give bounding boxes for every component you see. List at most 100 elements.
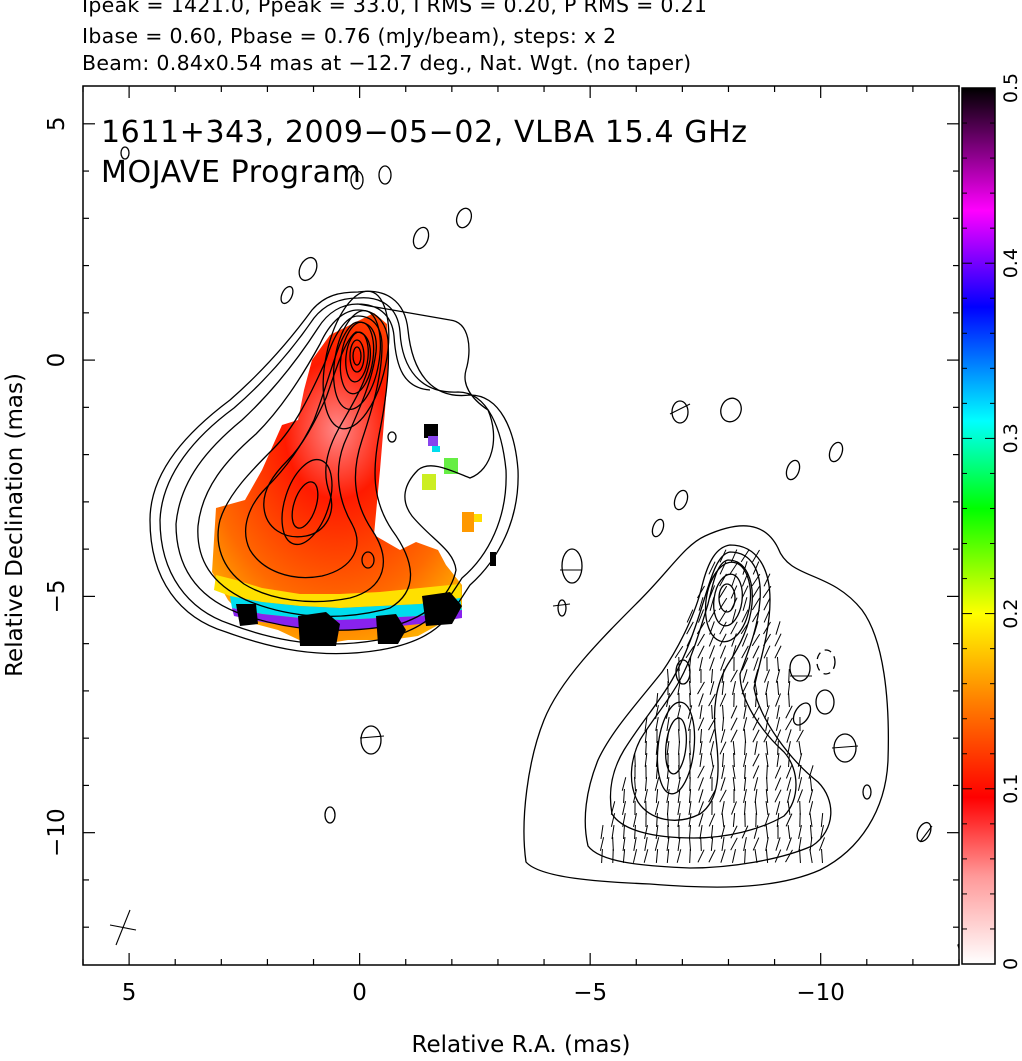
evpa-vector: [719, 633, 727, 647]
evpa-vector: [919, 825, 933, 843]
evpa-vector: [774, 645, 782, 659]
evpa-vector: [765, 800, 769, 816]
evpa-vector: [809, 849, 813, 863]
evpa-vector: [666, 668, 670, 684]
evpa-vector: [623, 824, 625, 840]
evpa-vector: [774, 765, 782, 779]
evpa-vector: [721, 801, 725, 815]
evpa-vector: [730, 585, 738, 599]
evpa-vector: [809, 836, 813, 852]
evpa-vector: [700, 836, 702, 852]
evpa-vector: [785, 813, 793, 827]
evpa-vector: [754, 741, 758, 755]
chart-subtitle: MOJAVE Program: [101, 155, 361, 190]
evpa-vector: [744, 692, 746, 708]
polarization-violet-band: [232, 608, 462, 630]
evpa-vector: [633, 776, 637, 792]
evpa-vector: [798, 825, 802, 839]
evpa-vector: [754, 800, 758, 816]
evpa-vector: [751, 573, 761, 587]
evpa-vector: [765, 740, 769, 756]
evpa-vector: [744, 848, 746, 864]
evpa-vector: [600, 825, 604, 839]
evpa-vector: [809, 776, 813, 792]
evpa-vector: [689, 740, 691, 756]
evpa-vector: [710, 836, 714, 852]
evpa-vector: [720, 657, 726, 671]
evpa-vector: [720, 849, 726, 863]
contour-level: [197, 309, 412, 618]
evpa-vector: [786, 837, 792, 851]
evpa-vector: [644, 789, 648, 803]
evpa-vector: [753, 621, 759, 635]
contour-island: [789, 654, 811, 682]
evpa-vector: [696, 621, 706, 635]
evpa-vector: [674, 645, 684, 659]
evpa-vector: [730, 705, 738, 719]
evpa-vector: [788, 752, 790, 768]
x-tick-label: 5: [122, 980, 137, 1006]
evpa-vector: [742, 561, 748, 575]
evpa-vector: [721, 680, 725, 696]
evpa-vector: [676, 849, 682, 863]
evpa-vector: [743, 837, 747, 851]
evpa-vector: [689, 692, 691, 708]
evpa-vector: [742, 717, 748, 731]
evpa-vector: [699, 825, 703, 839]
evpa-vector: [753, 777, 759, 791]
evpa-vector: [359, 735, 385, 739]
evpa-vector: [752, 561, 760, 575]
evpa-vector: [688, 656, 692, 672]
evpa-vector: [766, 764, 768, 780]
contour-island: [298, 256, 318, 282]
header-line-2: Ibase = 0.60, Pbase = 0.76 (mJy/beam), s…: [82, 24, 617, 48]
evpa-vector: [752, 765, 760, 779]
evpa-vector: [666, 776, 670, 792]
evpa-vector: [669, 403, 691, 415]
evpa-vector: [731, 609, 737, 623]
evpa-vector: [721, 752, 725, 768]
evpa-vector: [788, 668, 790, 684]
contour-island: [557, 599, 567, 617]
evpa-vector: [730, 717, 738, 731]
evpa-vector: [763, 573, 771, 587]
evpa-vector: [644, 716, 648, 732]
evpa-vector: [698, 801, 704, 815]
evpa-vector: [752, 549, 760, 563]
evpa-vector: [634, 824, 636, 840]
evpa-vector: [721, 716, 725, 732]
evpa-vector: [808, 801, 814, 815]
evpa-vector: [719, 561, 727, 575]
evpa-vector: [688, 800, 692, 816]
evpa-vector: [731, 573, 737, 587]
contour-level: [345, 331, 369, 383]
evpa-vector: [763, 645, 771, 659]
noise-contours: [120, 146, 959, 951]
evpa-vector: [699, 657, 703, 671]
evpa-vector: [740, 549, 750, 563]
evpa-vector: [731, 801, 737, 815]
evpa-vector: [776, 656, 780, 672]
evpa-vector: [655, 824, 659, 840]
evpa-vector: [655, 764, 659, 780]
evpa-vector: [666, 764, 670, 780]
evpa-vector: [765, 848, 769, 864]
evpa-vector: [752, 837, 760, 851]
evpa-vector: [743, 705, 747, 719]
y-tick-label: −10: [44, 808, 70, 857]
evpa-vector: [808, 789, 814, 803]
evpa-vector: [686, 609, 694, 623]
contour-level: [675, 659, 691, 685]
evpa-vector: [753, 825, 759, 839]
x-axis-label: Relative R.A. (mas): [412, 1032, 631, 1058]
evpa-vector: [688, 680, 692, 696]
evpa-vector: [741, 573, 749, 587]
evpa-vector: [741, 681, 749, 695]
evpa-vector: [655, 848, 659, 864]
evpa-vector: [765, 692, 769, 708]
contour-level: [263, 331, 372, 538]
evpa-vector: [677, 788, 681, 804]
evpa-vector: [677, 813, 681, 827]
evpa-vector: [698, 693, 704, 707]
evpa-vector: [719, 549, 727, 563]
